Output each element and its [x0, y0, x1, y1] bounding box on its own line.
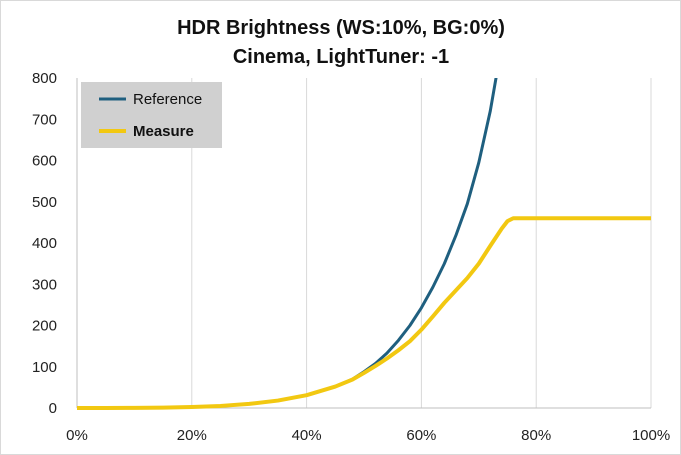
chart-title-line-1: HDR Brightness (WS:10%, BG:0%) [177, 17, 505, 39]
y-tick-label: 200 [32, 318, 57, 335]
axes: 0 100 200 300 400 500 600 700 800 0% 20% 40% 60% 80% 1… [32, 70, 670, 444]
x-tick-label: 80% [521, 427, 551, 444]
y-tick-label: 500 [32, 194, 57, 211]
x-tick-label: 40% [292, 427, 322, 444]
x-tick-label: 100% [632, 427, 670, 444]
legend-label-measure: Measure [133, 123, 194, 140]
y-tick-label: 400 [32, 235, 57, 252]
grid-lines [191, 78, 652, 408]
x-tick-label: 20% [177, 427, 207, 444]
chart-title-line-2: Cinema, LightTuner: -1 [233, 46, 449, 68]
y-tick-label: 700 [32, 111, 57, 128]
legend-box [81, 82, 222, 148]
y-tick-label: 0 [49, 400, 57, 417]
x-tick-label: 0% [66, 427, 88, 444]
series-lines [77, 78, 651, 410]
y-tick-label: 600 [32, 153, 57, 170]
y-tick-label: 800 [32, 70, 57, 87]
legend: Reference Measure [81, 82, 222, 148]
legend-label-reference: Reference [133, 91, 202, 108]
x-tick-label: 60% [406, 427, 436, 444]
y-tick-label: 300 [32, 276, 57, 293]
series-line-measure [77, 216, 651, 410]
y-tick-label: 100 [32, 359, 57, 376]
